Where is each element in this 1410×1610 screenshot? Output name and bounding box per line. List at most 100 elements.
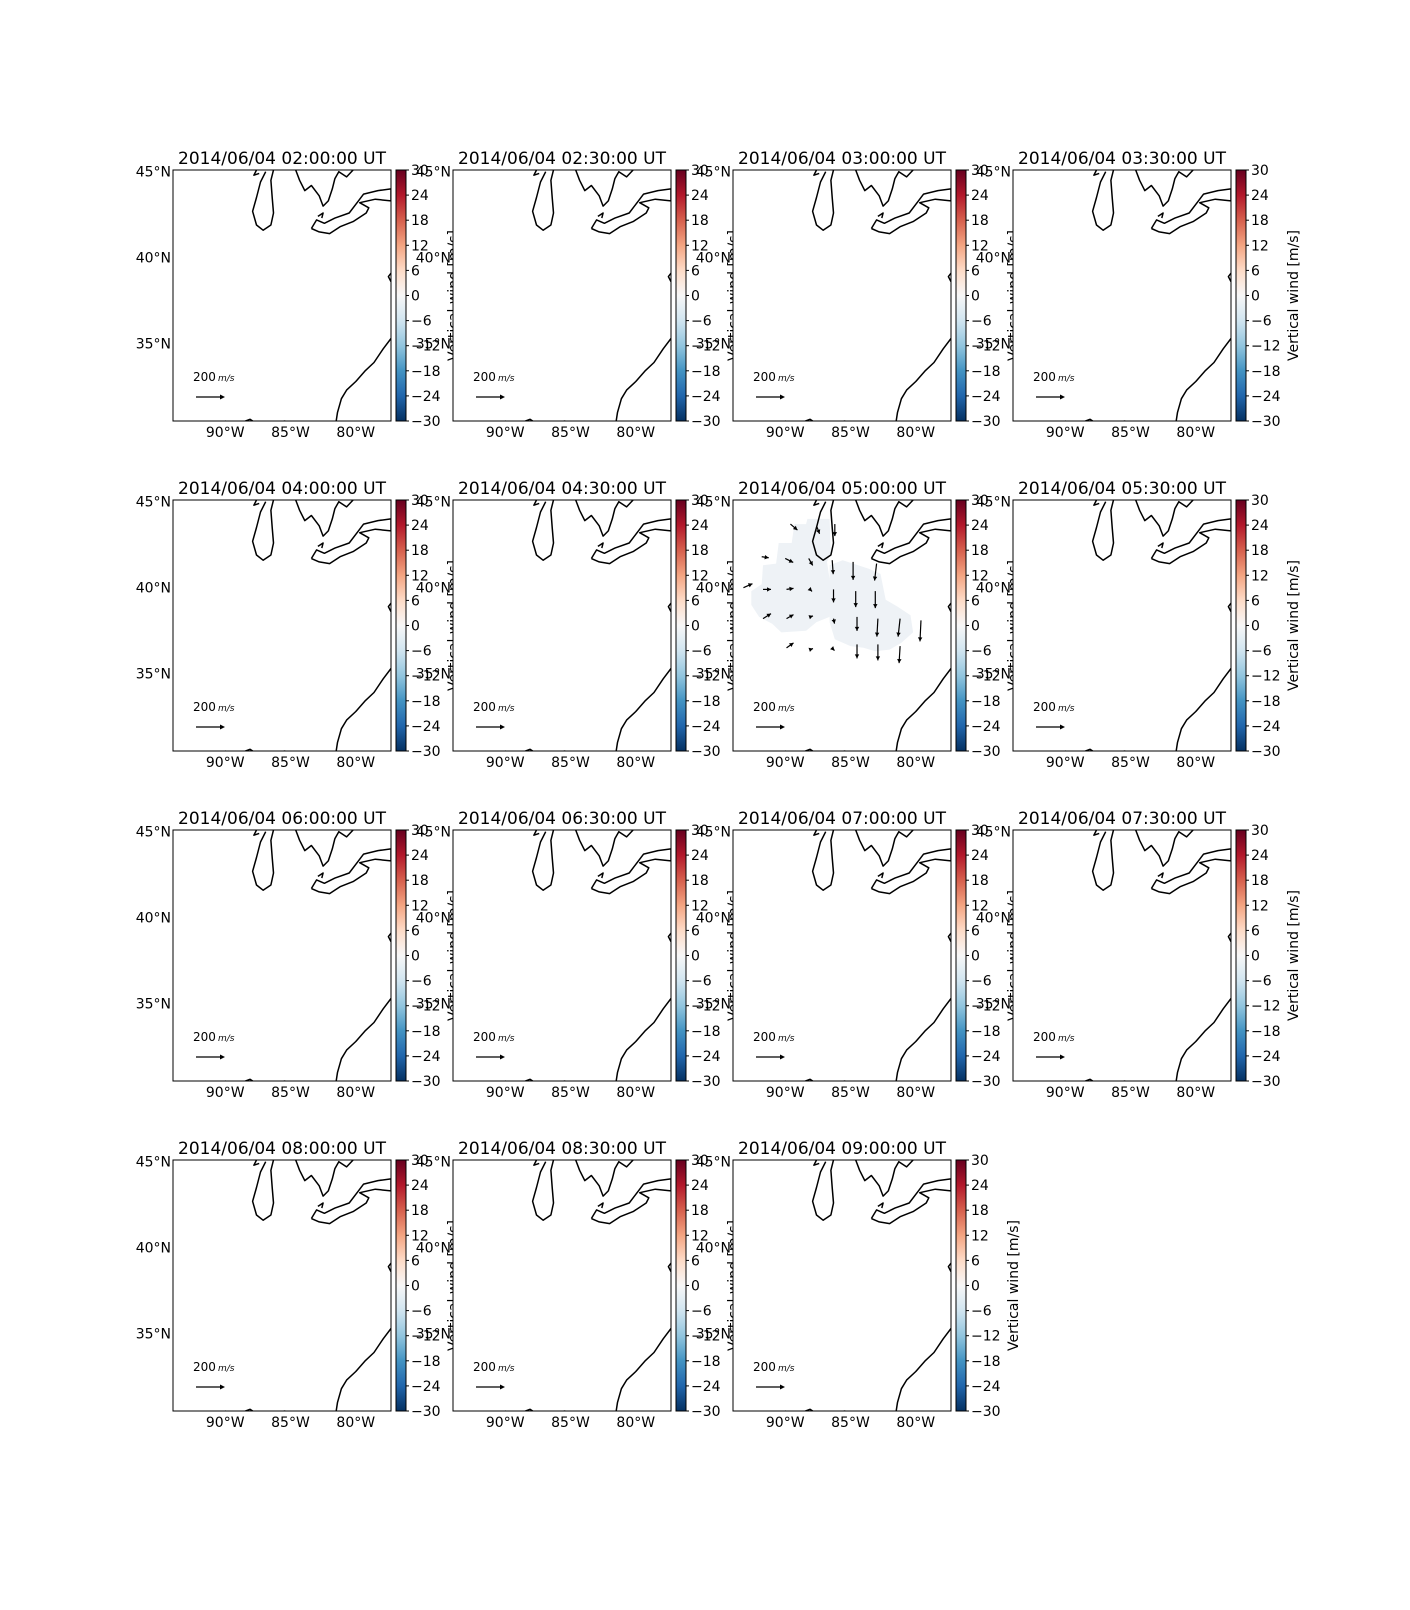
colorbar-tick-label: −12 xyxy=(971,669,1001,685)
map-panel: 2014/06/04 02:00:00 UT 200 m/s 90°W 85°W 80°W… xyxy=(136,149,462,441)
quiver-key: 200 m/s xyxy=(473,1360,515,1390)
wind-arrow xyxy=(896,618,901,637)
colorbar-tick-label: −24 xyxy=(1251,389,1281,405)
colorbar-tick-label: −6 xyxy=(411,1304,432,1320)
colorbar-tick-label: −24 xyxy=(691,719,721,735)
map-background xyxy=(173,830,391,1081)
map-frame xyxy=(172,169,392,422)
coastline xyxy=(310,1178,391,1225)
colorbar-scale xyxy=(675,1159,687,1412)
colorbar-tick-label: 0 xyxy=(411,619,420,635)
colorbar-tick-label: 18 xyxy=(1251,213,1269,229)
lon-tick-label: 85°W xyxy=(1111,755,1150,771)
colorbar-tick-label: −24 xyxy=(971,389,1001,405)
coastline xyxy=(947,932,951,943)
colorbar-tick-label: 6 xyxy=(411,1253,420,1269)
quiver-key: 200 m/s xyxy=(1033,370,1075,400)
wind-arrow xyxy=(815,525,821,534)
lat-tick-label: 35°N xyxy=(976,997,1011,1013)
map-frame xyxy=(172,499,392,752)
coastline xyxy=(225,418,286,421)
lon-tick-label: 85°W xyxy=(271,1415,310,1431)
map-panel: 2014/06/04 03:00:00 UT 200 m/s 90°W 85°W 80°W… xyxy=(696,149,1022,441)
colorbar-scale xyxy=(395,829,407,1082)
coastline xyxy=(877,872,884,879)
colorbar-tick-label: 6 xyxy=(691,593,700,609)
colorbar-tick-label: −18 xyxy=(411,1024,441,1040)
colorbar-tick-label: −12 xyxy=(411,339,441,355)
lon-tick-label: 90°W xyxy=(766,755,805,771)
colorbar-tick-label: −6 xyxy=(971,314,992,330)
quiver-key-unit: m/s xyxy=(498,704,515,714)
coastline xyxy=(615,1328,671,1411)
coastline xyxy=(1175,668,1231,751)
coastline xyxy=(387,602,391,613)
coastline xyxy=(574,170,634,207)
coastline xyxy=(1227,602,1231,613)
colorbar-scale xyxy=(675,169,687,422)
wind-arrow xyxy=(763,587,772,592)
colorbar-tick-label: 24 xyxy=(971,848,989,864)
colorbar-tick-label: −12 xyxy=(971,339,1001,355)
colorbar-tick-label: −24 xyxy=(1251,719,1281,735)
coastline xyxy=(574,830,634,867)
quiver-key: 200 m/s xyxy=(753,370,795,400)
colorbar-tick-label: 24 xyxy=(1251,518,1269,534)
lon-tick-label: 90°W xyxy=(766,1085,805,1101)
quiver-key-value: 200 xyxy=(193,700,216,714)
map-frame xyxy=(1012,829,1232,1082)
coastline xyxy=(533,170,540,176)
colorbar-tick-label: −6 xyxy=(1251,314,1272,330)
map-panel: 2014/06/04 05:30:00 UT 200 m/s 90°W 85°W 80°W… xyxy=(976,479,1302,771)
map-area xyxy=(733,170,951,421)
lat-tick-label: 35°N xyxy=(976,667,1011,683)
map-background xyxy=(453,500,671,751)
lat-tick-label: 45°N xyxy=(696,495,731,511)
lon-tick-label: 90°W xyxy=(206,1085,245,1101)
colorbar-scale xyxy=(955,829,967,1082)
coastline xyxy=(1134,500,1194,537)
colorbar-tick-label: −18 xyxy=(411,694,441,710)
colorbar-tick-label: −12 xyxy=(1251,339,1281,355)
colorbar-scale xyxy=(395,499,407,752)
map-frame xyxy=(732,499,952,752)
map-panel: 2014/06/04 03:30:00 UT 200 m/s 90°W 85°W 80°W… xyxy=(976,149,1302,441)
colorbar-tick-label: 0 xyxy=(971,619,980,635)
lon-tick-label: 85°W xyxy=(271,755,310,771)
lon-tick-label: 90°W xyxy=(766,425,805,441)
coastline xyxy=(1093,830,1100,836)
coastline xyxy=(597,872,604,879)
colorbar-tick-label: −18 xyxy=(971,694,1001,710)
map-frame xyxy=(1012,169,1232,422)
wind-arrow xyxy=(790,523,798,531)
colorbar-scale xyxy=(675,499,687,752)
coastline xyxy=(1157,212,1164,219)
lat-tick-label: 45°N xyxy=(416,1155,451,1171)
quiver-key-value: 200 xyxy=(473,700,496,714)
colorbar-tick-label: −18 xyxy=(691,1354,721,1370)
panel-title: 2014/06/04 04:30:00 UT xyxy=(458,479,667,499)
coastline xyxy=(947,272,951,283)
colorbar-tick-label: −6 xyxy=(691,1304,712,1320)
colorbar-tick-label: 6 xyxy=(411,593,420,609)
wind-arrow xyxy=(807,587,813,592)
colorbar-tick-label: 18 xyxy=(971,543,989,559)
lat-tick-label: 40°N xyxy=(976,911,1011,927)
colorbar-tick-label: 24 xyxy=(691,1178,709,1194)
coastline xyxy=(335,1328,391,1411)
coastline xyxy=(590,1178,671,1225)
lon-tick-label: 80°W xyxy=(336,425,375,441)
map-panel: 2014/06/04 08:30:00 UT 200 m/s 90°W 85°W 80°W… xyxy=(416,1139,742,1431)
colorbar-tick-label: 12 xyxy=(1251,898,1269,914)
colorbar-tick-label: 12 xyxy=(691,238,709,254)
panel-title: 2014/06/04 06:00:00 UT xyxy=(178,809,387,829)
quiver-key-value: 200 xyxy=(1033,370,1056,384)
quiver-key-value: 200 xyxy=(193,1030,216,1044)
quiver-key-unit: m/s xyxy=(778,704,795,714)
map-area xyxy=(733,1160,951,1411)
